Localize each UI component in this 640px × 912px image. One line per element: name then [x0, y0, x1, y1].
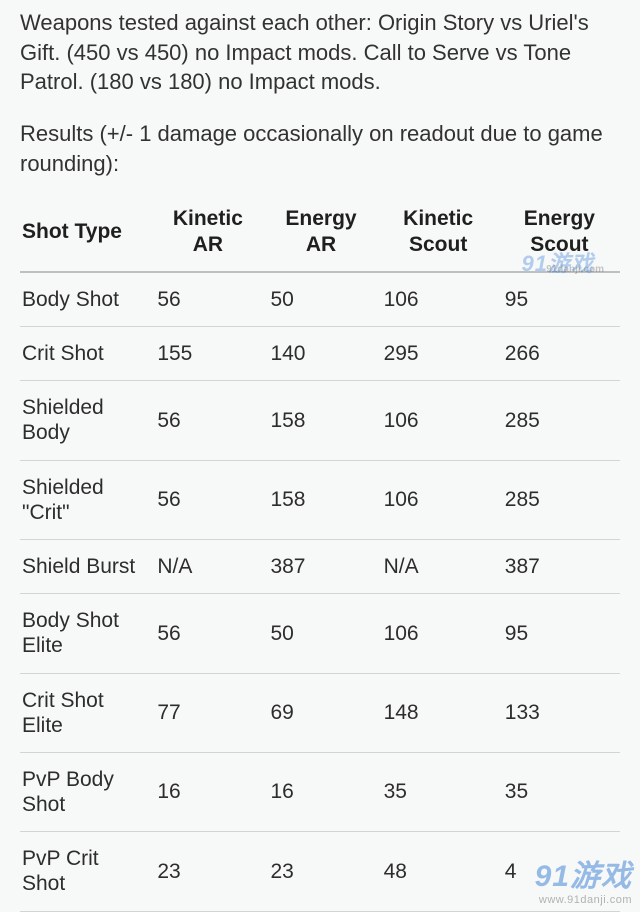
cell-energy-scout: 35: [499, 752, 620, 831]
row-label: Shielded "Crit": [20, 460, 151, 539]
col-header-energy-ar: Energy AR: [264, 196, 377, 271]
cell-energy-scout: 95: [499, 594, 620, 673]
cell-kinetic-ar: N/A: [151, 539, 264, 593]
table-header-row: Shot Type Kinetic AR Energy AR Kinetic S…: [20, 196, 620, 271]
cell-energy-ar: 69: [264, 673, 377, 752]
cell-energy-scout: 133: [499, 673, 620, 752]
cell-energy-ar: 387: [264, 539, 377, 593]
damage-table: Shot Type Kinetic AR Energy AR Kinetic S…: [20, 196, 620, 911]
cell-kinetic-scout: N/A: [378, 539, 499, 593]
row-label: Crit Shot: [20, 327, 151, 381]
cell-kinetic-ar: 155: [151, 327, 264, 381]
cell-energy-scout: 95: [499, 272, 620, 327]
cell-kinetic-scout: 295: [378, 327, 499, 381]
col-header-energy-scout: Energy Scout: [499, 196, 620, 271]
cell-kinetic-scout: 106: [378, 594, 499, 673]
cell-energy-ar: 50: [264, 594, 377, 673]
row-label: Body Shot: [20, 272, 151, 327]
header-label: AR: [306, 233, 336, 256]
intro-paragraph-1: Weapons tested against each other: Origi…: [20, 8, 620, 97]
table-row: Crit Shot Elite7769148133: [20, 673, 620, 752]
cell-energy-ar: 23: [264, 832, 377, 911]
table-row: Shielded Body56158106285: [20, 381, 620, 460]
cell-kinetic-ar: 56: [151, 381, 264, 460]
header-label: AR: [193, 233, 223, 256]
table-row: PvP Crit Shot2323484: [20, 832, 620, 911]
table-body: Body Shot565010695Crit Shot155140295266S…: [20, 272, 620, 911]
cell-kinetic-scout: 106: [378, 272, 499, 327]
cell-kinetic-ar: 77: [151, 673, 264, 752]
table-row: PvP Body Shot16163535: [20, 752, 620, 831]
cell-energy-ar: 50: [264, 272, 377, 327]
table-row: Shield BurstN/A387N/A387: [20, 539, 620, 593]
cell-energy-scout: 4: [499, 832, 620, 911]
table-row: Body Shot Elite565010695: [20, 594, 620, 673]
row-label: PvP Body Shot: [20, 752, 151, 831]
cell-kinetic-scout: 106: [378, 460, 499, 539]
col-header-kinetic-scout: Kinetic Scout: [378, 196, 499, 271]
cell-kinetic-scout: 148: [378, 673, 499, 752]
cell-kinetic-ar: 56: [151, 272, 264, 327]
row-label: Crit Shot Elite: [20, 673, 151, 752]
cell-kinetic-ar: 23: [151, 832, 264, 911]
header-label: Scout: [409, 233, 467, 256]
cell-kinetic-scout: 48: [378, 832, 499, 911]
cell-kinetic-scout: 35: [378, 752, 499, 831]
row-label: Body Shot Elite: [20, 594, 151, 673]
cell-kinetic-scout: 106: [378, 381, 499, 460]
header-label: Energy: [524, 207, 595, 230]
cell-kinetic-ar: 16: [151, 752, 264, 831]
cell-energy-ar: 140: [264, 327, 377, 381]
cell-energy-scout: 387: [499, 539, 620, 593]
header-label: Energy: [285, 207, 356, 230]
cell-energy-ar: 158: [264, 460, 377, 539]
col-header-shot-type: Shot Type: [20, 196, 151, 271]
cell-energy-scout: 266: [499, 327, 620, 381]
row-label: Shield Burst: [20, 539, 151, 593]
header-label: Scout: [530, 233, 588, 256]
table-row: Body Shot565010695: [20, 272, 620, 327]
row-label: PvP Crit Shot: [20, 832, 151, 911]
table-row: Shielded "Crit"56158106285: [20, 460, 620, 539]
intro-paragraph-2: Results (+/- 1 damage occasionally on re…: [20, 119, 620, 178]
header-label: Kinetic: [173, 207, 243, 230]
cell-kinetic-ar: 56: [151, 594, 264, 673]
row-label: Shielded Body: [20, 381, 151, 460]
header-label: Kinetic: [403, 207, 473, 230]
cell-energy-scout: 285: [499, 460, 620, 539]
cell-energy-ar: 158: [264, 381, 377, 460]
col-header-kinetic-ar: Kinetic AR: [151, 196, 264, 271]
cell-energy-scout: 285: [499, 381, 620, 460]
cell-kinetic-ar: 56: [151, 460, 264, 539]
header-label: Shot Type: [22, 220, 122, 243]
cell-energy-ar: 16: [264, 752, 377, 831]
table-row: Crit Shot155140295266: [20, 327, 620, 381]
